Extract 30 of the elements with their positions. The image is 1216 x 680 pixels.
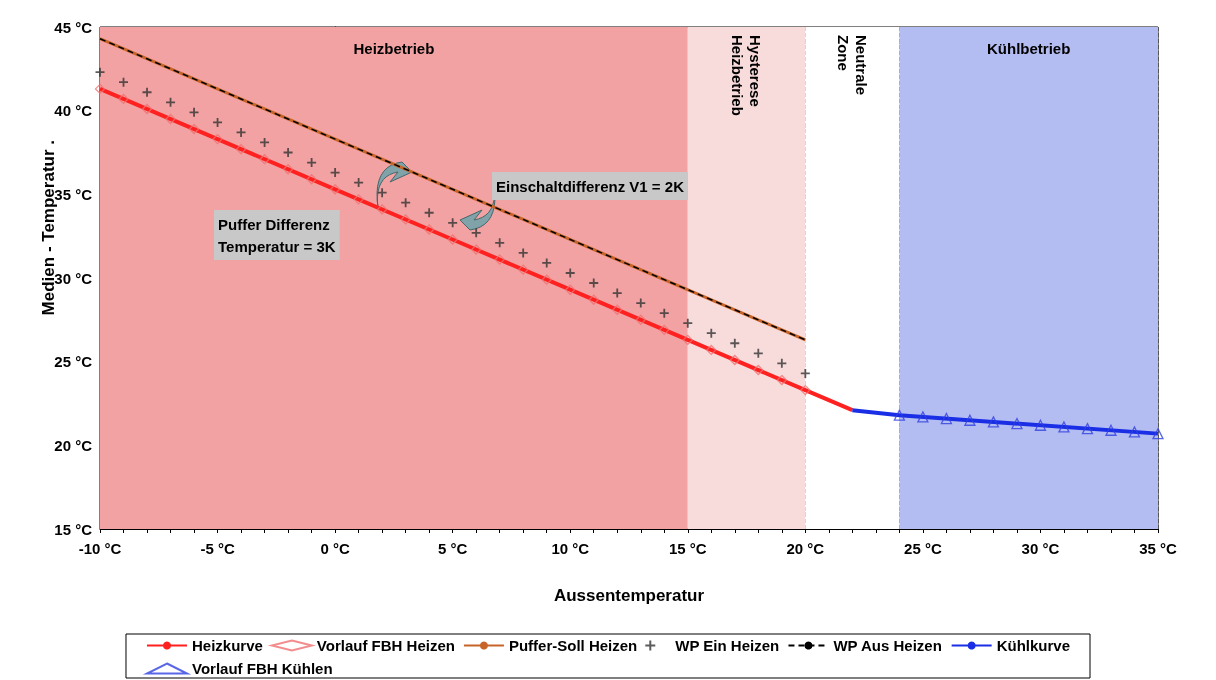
- legend-label: Heizkurve: [192, 637, 263, 654]
- x-tick-label: 35 °C: [1139, 540, 1178, 557]
- annotation: Puffer Differenz Temperatur = 3K: [218, 215, 336, 255]
- x-tick-label: 25 °C: [904, 540, 942, 557]
- y-tick-label: 20 °C: [54, 436, 93, 454]
- legend-label: Vorlauf FBH Kühlen: [192, 660, 333, 677]
- band-label: Kühlbetrieb: [987, 39, 1071, 57]
- x-tick-label: 0 °C: [320, 540, 350, 557]
- y-tick-label: 30 °C: [54, 269, 93, 287]
- x-axis-title: Aussentemperatur: [553, 586, 705, 605]
- x-tick-label: 30 °C: [1021, 540, 1060, 557]
- band-label: Hysterese Heizbetrieb: [729, 35, 765, 116]
- x-tick-label: 15 °C: [668, 540, 707, 557]
- legend-label: WP Ein Heizen: [675, 637, 780, 654]
- legend-label: Puffer-Soll Heizen: [508, 637, 638, 654]
- legend-label: WP Aus Heizen: [833, 637, 942, 654]
- band-label: Neutrale Zone: [834, 35, 870, 96]
- y-tick-label: 40 °C: [54, 102, 93, 120]
- y-tick-label: 25 °C: [54, 353, 93, 371]
- legend-label: Vorlauf FBH Heizen: [316, 637, 455, 654]
- band-label: Heizbetrieb: [353, 39, 435, 57]
- x-tick-label: 20 °C: [786, 540, 825, 557]
- annotation: Einschaltdifferenz V1 = 2K: [496, 177, 685, 195]
- x-tick-label: -10 °C: [78, 540, 122, 557]
- y-tick-label: 45 °C: [54, 18, 93, 36]
- y-tick-label: 15 °C: [54, 520, 93, 538]
- x-tick-label: -5 °C: [200, 540, 235, 557]
- x-tick-label: 10 °C: [551, 540, 590, 557]
- legend-label: Kühlkurve: [996, 637, 1071, 654]
- x-tick-label: 5 °C: [437, 540, 468, 557]
